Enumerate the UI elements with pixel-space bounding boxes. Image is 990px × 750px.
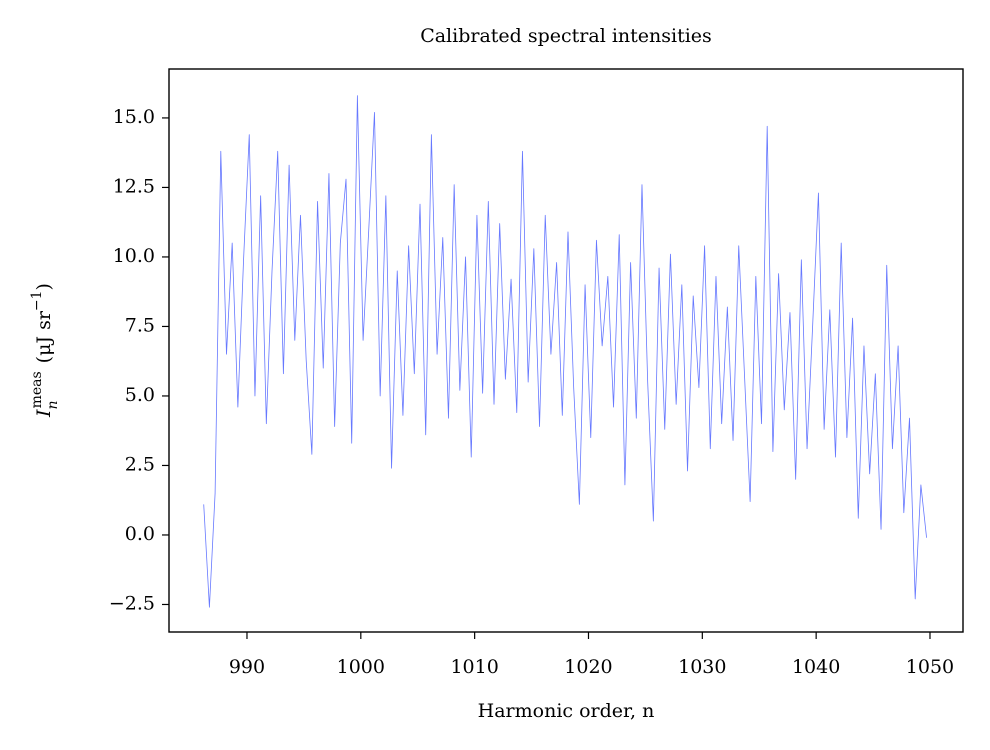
y-tick-label: −2.5	[109, 592, 155, 614]
y-tick-label: 15.0	[113, 106, 155, 128]
x-tick-label: 1000	[337, 656, 385, 678]
y-tick-label: 7.5	[125, 314, 155, 336]
y-tick-label: 0.0	[125, 523, 155, 545]
x-tick-label: 1030	[678, 656, 726, 678]
x-tick-label: 1010	[450, 656, 498, 678]
plot-frame	[168, 68, 964, 633]
x-tick-label: 1050	[906, 656, 954, 678]
y-label-close: )	[33, 283, 55, 290]
y-label-unit-exp: −1	[29, 290, 45, 311]
y-tick-label: 2.5	[125, 453, 155, 475]
y-tick-label: 5.0	[125, 384, 155, 406]
y-label-sub: n	[45, 400, 61, 409]
y-axis-label: Inmeas (μJ sr−1)	[29, 283, 61, 418]
y-label-sup: meas	[29, 371, 45, 408]
chart-title: Calibrated spectral intensities	[420, 25, 712, 47]
x-tick-label: 1040	[792, 656, 840, 678]
y-label-unit: (μJ sr	[33, 310, 55, 363]
x-tick-label: 1020	[564, 656, 612, 678]
x-tick-label: 990	[229, 656, 265, 678]
x-axis-label: Harmonic order, n	[478, 700, 655, 722]
y-tick-label: 12.5	[113, 175, 155, 197]
data-line	[203, 95, 927, 608]
y-tick-label: 10.0	[113, 245, 155, 267]
y-label-symbol: I	[33, 409, 55, 418]
